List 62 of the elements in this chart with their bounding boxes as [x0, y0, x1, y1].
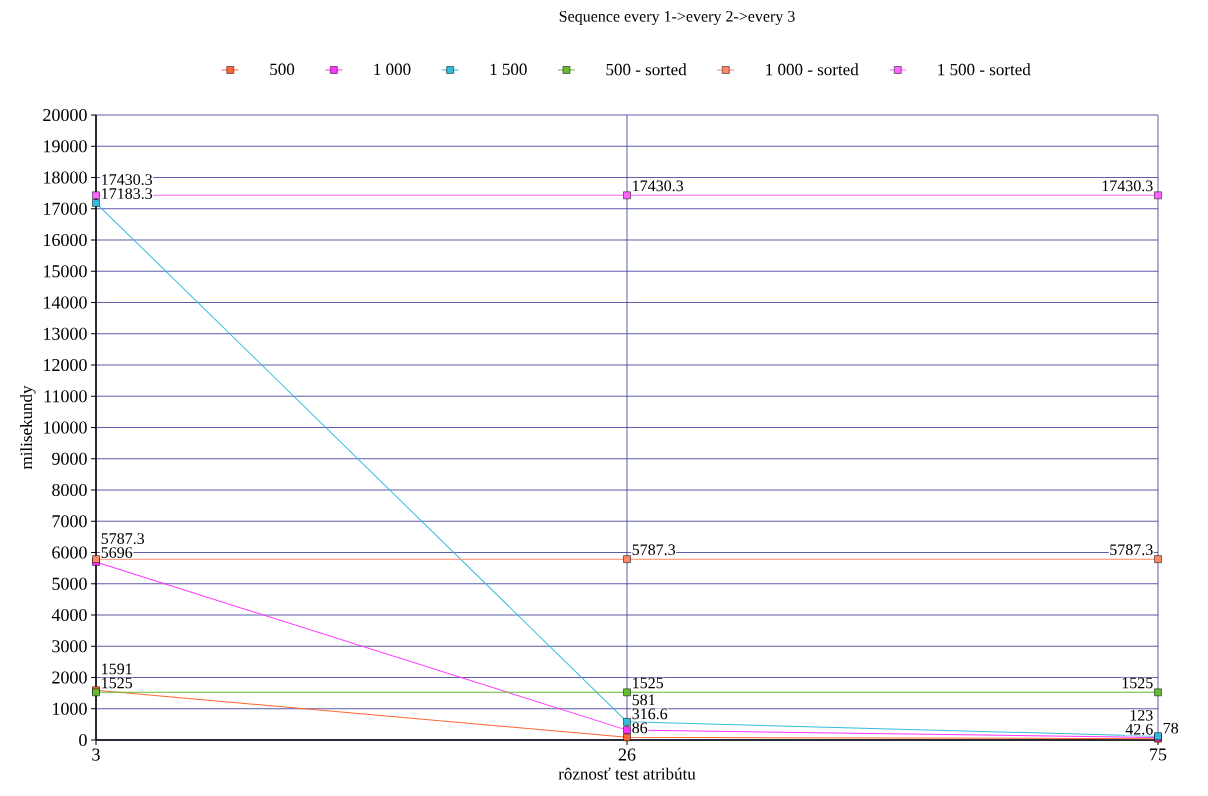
- data-label: 78: [1163, 722, 1179, 734]
- y-tick-label: 13000: [44, 327, 87, 340]
- legend-label: 1 500 - sorted: [938, 63, 1031, 76]
- legend-label: 500: [270, 63, 295, 76]
- legend-label: 1 000: [374, 63, 411, 76]
- point: [92, 191, 100, 200]
- point: [623, 726, 631, 734]
- legend-label: 1 500: [490, 63, 527, 76]
- point: [623, 733, 631, 742]
- data-label: 581: [632, 694, 655, 706]
- y-tick-label: 15000: [44, 265, 87, 278]
- y-tick-label: 1000: [53, 702, 87, 715]
- data-label: 5696: [101, 547, 133, 558]
- y-tick-label: 10000: [44, 421, 87, 434]
- data-label: 17430.3: [102, 174, 153, 186]
- data-label: 5787.3: [1110, 544, 1153, 556]
- data-label: 17430.3: [1102, 180, 1153, 192]
- data-label: 316.6: [632, 708, 668, 720]
- point: [623, 688, 631, 697]
- y-tick-label: 19000: [44, 140, 87, 153]
- y-tick-label: 7000: [52, 515, 87, 528]
- y-tick-label: 5000: [52, 577, 87, 590]
- y-tick-label: 2000: [52, 671, 87, 684]
- point: [623, 555, 631, 563]
- data-label: 5787.3: [632, 544, 676, 556]
- chart-title: Sequence every 1->every 2->every 3: [559, 10, 795, 26]
- y-tick-label: 17000: [44, 202, 87, 215]
- data-label: 17183.3: [102, 188, 153, 200]
- y-tick-label: 11000: [44, 390, 87, 403]
- y-tick-label: 20000: [43, 108, 87, 122]
- data-label: 123: [1130, 709, 1153, 721]
- point: [623, 718, 631, 726]
- y-tick-label: 9000: [52, 452, 87, 465]
- y-axis-title: milisekundy: [20, 385, 36, 470]
- y-tick-label: 16000: [44, 233, 87, 247]
- legend-label: 500 - sorted: [606, 63, 687, 76]
- x-tick-label: 75: [1150, 748, 1167, 761]
- point: [92, 199, 100, 207]
- y-tick-label: 0: [79, 733, 87, 747]
- data-label: 1525: [1122, 677, 1153, 689]
- data-label: 1591: [102, 663, 132, 675]
- y-tick-label: 4000: [51, 608, 87, 622]
- point: [1154, 191, 1162, 200]
- y-tick-label: 8000: [52, 483, 87, 497]
- point: [1154, 688, 1162, 697]
- data-label: 86: [632, 722, 648, 734]
- y-tick-label: 14000: [44, 296, 87, 309]
- data-label: 42.6: [1125, 723, 1153, 735]
- data-label: 5787.3: [101, 533, 145, 545]
- y-tick-label: 12000: [44, 358, 87, 372]
- x-tick-label: 3: [92, 748, 100, 761]
- x-tick-label: 26: [618, 748, 636, 761]
- legend-label: 1 000 - sorted: [766, 63, 859, 76]
- y-tick-label: 6000: [52, 546, 87, 559]
- data-label: 1525: [102, 677, 133, 689]
- point: [1154, 555, 1162, 563]
- point: [623, 191, 631, 200]
- data-label: 17430.3: [633, 180, 684, 192]
- data-label: 1525: [633, 677, 664, 689]
- x-axis-title: rôznosť test atribútu: [558, 767, 696, 780]
- y-tick-label: 18000: [44, 171, 87, 184]
- y-tick-label: 3000: [52, 640, 87, 653]
